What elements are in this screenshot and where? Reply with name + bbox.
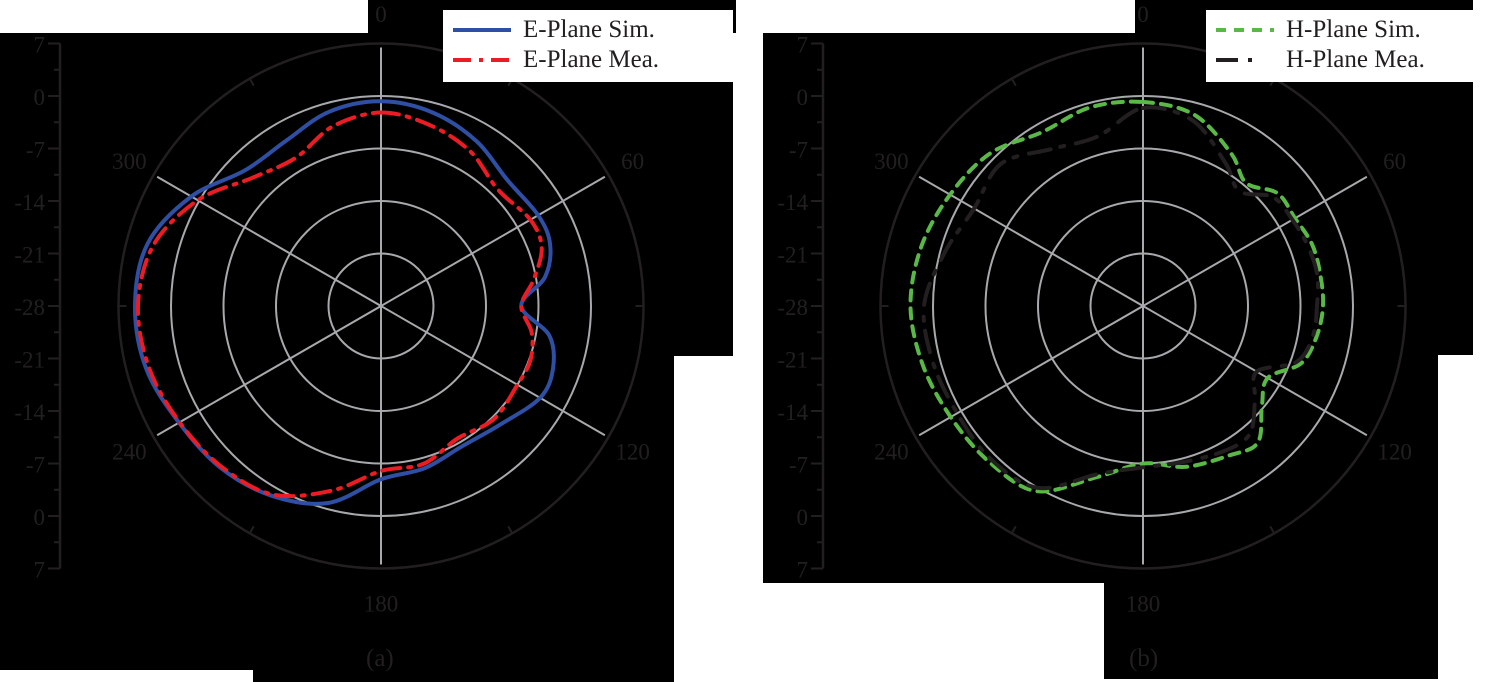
caption-b: (b) (1129, 645, 1159, 672)
angle-tick (1010, 78, 1017, 87)
radial-tick-label: -7 (789, 138, 808, 163)
grid-spoke (918, 175, 1368, 437)
radial-tick-label: 0 (797, 85, 809, 110)
radial-tick-label: -21 (777, 243, 808, 268)
angle-tick (1269, 525, 1276, 534)
legend-item-h-mea: H-Plane Mea. (1214, 46, 1425, 74)
radial-tick-label: -7 (26, 138, 45, 163)
radial-tick-label: 7 (34, 33, 46, 58)
angle-label: 300 (112, 149, 147, 174)
panel-b-background-lower (763, 355, 1438, 583)
legend-b: H-Plane Sim. H-Plane Mea. (1206, 10, 1496, 82)
polar-plot-b: 0 60 120 180 240 300 7 0 -7 -14 -21 -28 -21 -14 -7 0 7 (777, 2, 1412, 617)
legend-label: E-Plane Mea. (523, 46, 660, 73)
radial-tick-label: -21 (14, 348, 45, 373)
grid-spoke (156, 175, 606, 437)
legend-label: H-Plane Mea. (1286, 46, 1425, 73)
angle-label: 240 (112, 439, 147, 464)
panel-a-background-bottom (253, 670, 674, 682)
angle-label: 60 (621, 149, 644, 174)
series-e-plane-mea (135, 110, 544, 499)
polar-plot-a: 0 60 120 180 240 300 7 0 -7 -14 -21 -28 -21 -14 -7 0 7 (14, 2, 650, 617)
legend-item-e-mea: E-Plane Mea. (451, 46, 659, 74)
radial-tick-label: -28 (777, 295, 808, 320)
radial-tick-label: 0 (34, 505, 46, 530)
radial-tick-label: -21 (777, 348, 808, 373)
radial-tick-label: -14 (777, 190, 808, 215)
dash-dot-line-swatch-icon (453, 58, 511, 62)
radial-tick-label: -28 (14, 295, 45, 320)
angle-label: 300 (874, 149, 909, 174)
angle-tick (248, 78, 255, 87)
angle-label: 0 (1137, 2, 1149, 27)
angle-tick (507, 525, 514, 534)
radial-tick-label: 7 (797, 33, 809, 58)
legend-item-h-sim: H-Plane Sim. (1214, 16, 1421, 44)
legend-label: H-Plane Sim. (1286, 16, 1421, 43)
legend-a: E-Plane Sim. E-Plane Mea. (443, 10, 733, 82)
angle-label: 60 (1383, 149, 1406, 174)
angle-label: 120 (615, 439, 650, 464)
angle-label: 240 (874, 439, 909, 464)
radial-tick-label: -14 (14, 400, 45, 425)
legend-item-e-sim: E-Plane Sim. (451, 16, 655, 44)
radial-tick-label: 7 (34, 558, 46, 583)
panel-a-background (0, 33, 733, 356)
radial-tick-label: -7 (26, 453, 45, 478)
radial-tick-label: 0 (797, 505, 809, 530)
radial-tick-label: 7 (797, 558, 809, 583)
dash-dot-line-swatch-icon (1216, 58, 1274, 62)
angle-label: 180 (364, 592, 399, 617)
series-e-plane-sim (132, 99, 556, 506)
series-h-plane-mea (921, 105, 1321, 491)
panel-a-background-lower (0, 356, 674, 670)
legend-label: E-Plane Sim. (523, 16, 655, 43)
angle-tick (248, 525, 255, 534)
radial-tick-label: -14 (14, 190, 45, 215)
angle-label: 0 (375, 2, 387, 27)
angle-tick (1010, 525, 1017, 534)
radial-tick-label: 0 (34, 85, 46, 110)
angle-label: 180 (1126, 592, 1161, 617)
panel-b-background-bottom (1104, 583, 1438, 679)
angle-label: 120 (1377, 439, 1412, 464)
caption-a: (a) (366, 645, 394, 672)
radial-tick-label: -7 (789, 453, 808, 478)
dashed-line-swatch-icon (1216, 28, 1274, 32)
radial-tick-label: -14 (777, 400, 808, 425)
solid-line-swatch-icon (453, 28, 511, 32)
radial-tick-label: -21 (14, 243, 45, 268)
series-h-plane-sim (908, 99, 1326, 494)
